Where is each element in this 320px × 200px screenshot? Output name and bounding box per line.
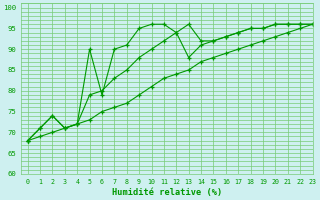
X-axis label: Humidité relative (%): Humidité relative (%)	[112, 188, 222, 197]
